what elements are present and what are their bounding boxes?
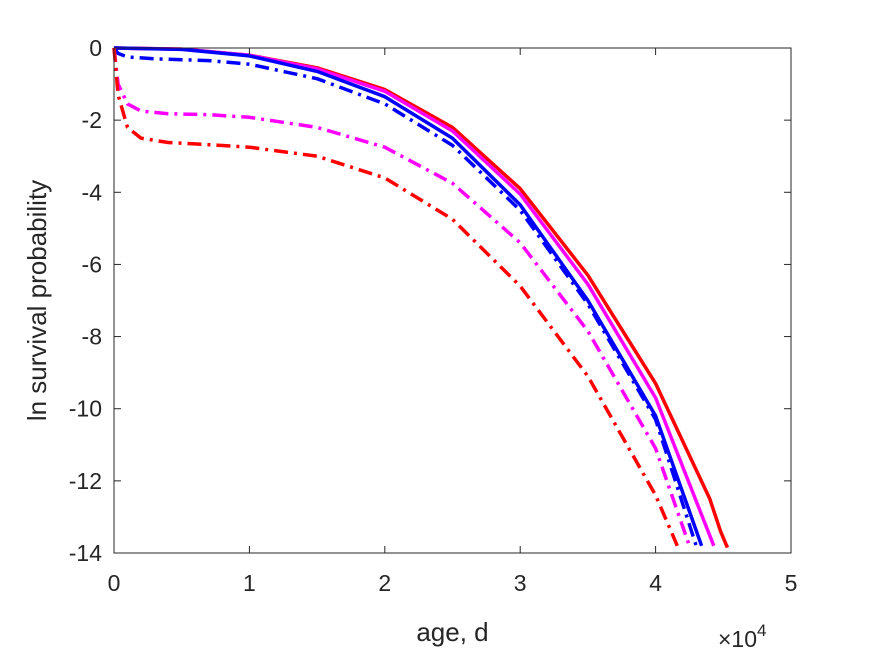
x-tick-labels: 0 1 2 3 4 5 <box>108 570 798 596</box>
y-tick-label: -12 <box>69 468 102 494</box>
x-multiplier-exponent: 4 <box>757 621 766 640</box>
y-tick-label: -14 <box>69 540 102 566</box>
y-tick-labels: 0 -2 -4 -6 -8 -10 -12 -14 <box>69 35 102 566</box>
x-tick-label: 1 <box>243 570 256 596</box>
series-line-6 <box>112 47 679 547</box>
x-axis-label: age, d <box>416 617 488 647</box>
series-line-2 <box>113 46 716 547</box>
x-tick-label: 0 <box>108 570 121 596</box>
x-tick-label: 2 <box>378 570 391 596</box>
y-tick-label: -2 <box>82 107 102 133</box>
plot-area-frame <box>113 47 792 554</box>
x-tick-label: 3 <box>514 570 527 596</box>
series-layer <box>112 46 730 549</box>
series-line-5 <box>112 47 692 547</box>
y-tick-label: -6 <box>82 251 102 277</box>
series-line-1 <box>113 46 730 549</box>
x-multiplier-base: ×10 <box>718 626 757 652</box>
x-tick-label: 4 <box>649 570 662 596</box>
y-axis-label: ln survival probability <box>22 180 52 421</box>
series-line-3 <box>113 46 704 547</box>
x-tick-label: 5 <box>785 570 798 596</box>
y-tick-label: 0 <box>89 35 102 61</box>
series-line-4 <box>112 46 698 547</box>
y-tick-label: -4 <box>82 179 103 205</box>
tick-marks <box>113 47 792 554</box>
y-tick-label: -8 <box>82 324 102 350</box>
x-axis-multiplier: ×104 <box>718 621 766 652</box>
y-tick-label: -10 <box>69 396 102 422</box>
